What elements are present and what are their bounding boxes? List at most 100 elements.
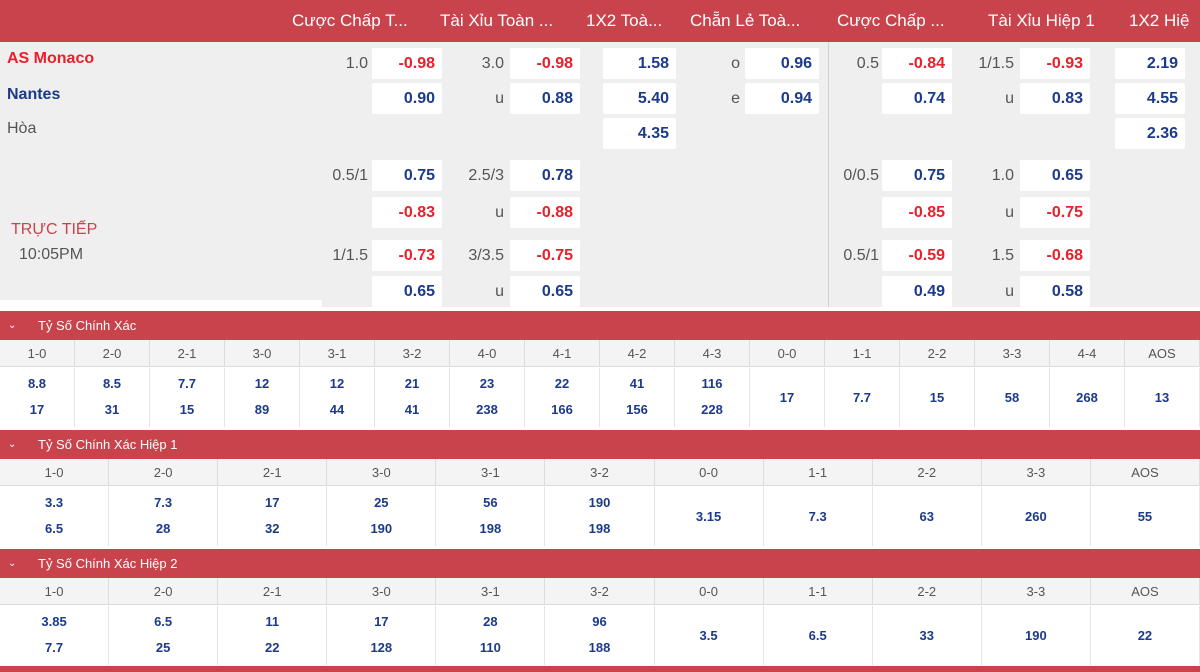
score-odds-value[interactable]: 110 bbox=[479, 640, 501, 655]
market-header-label[interactable]: Chẵn Lẻ Toà... bbox=[690, 11, 801, 30]
score-odds-value[interactable]: 28 bbox=[155, 521, 171, 536]
score-odds-value[interactable]: 156 bbox=[626, 402, 648, 417]
score-odds-value[interactable]: 238 bbox=[476, 402, 498, 417]
odds-cell[interactable]: -0.59 bbox=[882, 240, 952, 271]
market-header-label[interactable]: Tài Xỉu Toàn ... bbox=[440, 11, 554, 30]
section-header-correct-score[interactable]: ⌄ Tỷ Số Chính Xác bbox=[0, 311, 1200, 340]
away-team[interactable]: Nantes bbox=[7, 86, 61, 103]
score-odds-value[interactable]: 17 bbox=[779, 389, 795, 405]
score-odds-value[interactable]: 268 bbox=[1076, 389, 1098, 405]
odds-cell[interactable]: 5.40 bbox=[603, 83, 676, 114]
score-odds-value[interactable]: 58 bbox=[1004, 389, 1020, 405]
score-odds-value[interactable]: 116 bbox=[701, 376, 723, 391]
score-odds-value[interactable]: 33 bbox=[919, 627, 934, 643]
odds-cell[interactable]: -0.68 bbox=[1020, 240, 1090, 271]
score-odds-value[interactable]: 3.5 bbox=[699, 627, 718, 643]
score-odds-value[interactable]: 166 bbox=[551, 402, 573, 417]
odds-cell[interactable]: 0.49 bbox=[882, 276, 952, 307]
score-odds-value[interactable]: 28 bbox=[483, 614, 498, 629]
odds-cell[interactable]: 2.36 bbox=[1115, 118, 1185, 149]
score-odds-value[interactable]: 41 bbox=[629, 376, 645, 391]
score-odds-value[interactable]: 6.5 bbox=[154, 614, 173, 629]
score-odds-value[interactable]: 3.3 bbox=[45, 495, 64, 510]
score-odds-value[interactable]: 31 bbox=[104, 402, 120, 417]
score-odds-value[interactable]: 17 bbox=[374, 614, 389, 629]
score-odds-value[interactable]: 8.8 bbox=[27, 376, 47, 391]
score-odds-value[interactable]: 21 bbox=[404, 376, 420, 391]
home-team[interactable]: AS Monaco bbox=[7, 50, 95, 67]
odds-cell[interactable]: 0.65 bbox=[372, 276, 442, 307]
score-odds-value[interactable]: 198 bbox=[479, 521, 502, 536]
score-odds-value[interactable]: 25 bbox=[374, 495, 389, 510]
score-odds-value[interactable]: 15 bbox=[179, 402, 195, 417]
score-odds-value[interactable]: 3.85 bbox=[41, 614, 67, 629]
odds-cell[interactable]: 0.75 bbox=[882, 160, 952, 191]
odds-cell[interactable]: 4.35 bbox=[603, 118, 676, 149]
chevron-down-icon[interactable]: ⌄ bbox=[8, 320, 17, 331]
odds-cell[interactable]: 4.55 bbox=[1115, 83, 1185, 114]
odds-cell[interactable]: -0.98 bbox=[372, 48, 442, 79]
score-odds-value[interactable]: 17 bbox=[264, 495, 280, 510]
score-odds-value[interactable]: 228 bbox=[701, 402, 723, 417]
odds-cell[interactable]: -0.75 bbox=[1020, 197, 1090, 228]
score-odds-value[interactable]: 7.3 bbox=[154, 495, 173, 510]
odds-cell[interactable]: -0.93 bbox=[1020, 48, 1090, 79]
score-odds-value[interactable]: 63 bbox=[919, 508, 934, 524]
odds-cell[interactable]: 0.74 bbox=[882, 83, 952, 114]
market-header-label[interactable]: Cược Chấp T... bbox=[292, 11, 408, 30]
chevron-down-icon[interactable]: ⌄ bbox=[8, 558, 17, 569]
score-odds-value[interactable]: 12 bbox=[329, 376, 345, 391]
score-odds-value[interactable]: 89 bbox=[254, 402, 270, 417]
score-odds-value[interactable]: 32 bbox=[264, 521, 280, 536]
score-odds-value[interactable]: 44 bbox=[329, 402, 345, 417]
odds-cell[interactable]: 0.78 bbox=[510, 160, 580, 191]
odds-cell[interactable]: 0.65 bbox=[510, 276, 580, 307]
chevron-down-icon[interactable]: ⌄ bbox=[8, 439, 17, 450]
odds-cell[interactable]: -0.85 bbox=[882, 197, 952, 228]
odds-cell[interactable]: -0.84 bbox=[882, 48, 952, 79]
odds-cell[interactable]: -0.83 bbox=[372, 197, 442, 228]
odds-cell[interactable]: 0.90 bbox=[372, 83, 442, 114]
market-header-label[interactable]: 1X2 Hiệ bbox=[1129, 11, 1190, 30]
odds-cell[interactable]: 0.94 bbox=[745, 83, 819, 114]
market-header-label[interactable]: Tài Xỉu Hiệp 1 bbox=[988, 11, 1095, 30]
odds-cell[interactable]: -0.88 bbox=[510, 197, 580, 228]
score-odds-value[interactable]: 128 bbox=[370, 640, 393, 655]
score-odds-value[interactable]: 15 bbox=[929, 389, 945, 405]
score-odds-value[interactable]: 190 bbox=[370, 521, 393, 536]
odds-cell[interactable]: 0.88 bbox=[510, 83, 580, 114]
score-odds-value[interactable]: 96 bbox=[592, 614, 607, 629]
market-header-label[interactable]: 1X2 Toà... bbox=[586, 11, 663, 30]
odds-cell[interactable]: 2.19 bbox=[1115, 48, 1185, 79]
score-odds-value[interactable]: 8.5 bbox=[102, 376, 122, 391]
section-header-correct-score-h2[interactable]: ⌄ Tỷ Số Chính Xác Hiệp 2 bbox=[0, 549, 1200, 578]
score-odds-value[interactable]: 41 bbox=[404, 402, 420, 417]
score-odds-value[interactable]: 6.5 bbox=[45, 521, 64, 536]
score-odds-value[interactable]: 17 bbox=[29, 402, 45, 417]
score-odds-value[interactable]: 188 bbox=[588, 640, 611, 655]
score-odds-value[interactable]: 7.3 bbox=[808, 508, 827, 524]
odds-cell[interactable]: 0.96 bbox=[745, 48, 819, 79]
score-odds-value[interactable]: 3.15 bbox=[695, 508, 722, 524]
odds-cell[interactable]: 0.58 bbox=[1020, 276, 1090, 307]
score-odds-value[interactable]: 22 bbox=[1137, 627, 1153, 643]
score-odds-value[interactable]: 13 bbox=[1154, 389, 1170, 405]
odds-cell[interactable]: 0.75 bbox=[372, 160, 442, 191]
score-odds-value[interactable]: 22 bbox=[554, 376, 570, 391]
score-odds-value[interactable]: 11 bbox=[265, 614, 280, 629]
score-odds-value[interactable]: 7.7 bbox=[852, 389, 872, 405]
score-odds-value[interactable]: 190 bbox=[588, 495, 611, 510]
odds-cell[interactable]: 1.58 bbox=[603, 48, 676, 79]
odds-cell[interactable]: -0.73 bbox=[372, 240, 442, 271]
score-odds-value[interactable]: 198 bbox=[588, 521, 611, 536]
score-odds-value[interactable]: 23 bbox=[479, 376, 495, 391]
score-odds-value[interactable]: 22 bbox=[264, 640, 280, 655]
score-odds-value[interactable]: 56 bbox=[483, 495, 498, 510]
odds-cell[interactable]: -0.75 bbox=[510, 240, 580, 271]
odds-cell[interactable]: 0.83 bbox=[1020, 83, 1090, 114]
score-odds-value[interactable]: 25 bbox=[155, 640, 171, 655]
score-odds-value[interactable]: 12 bbox=[254, 376, 270, 391]
odds-cell[interactable]: 0.65 bbox=[1020, 160, 1090, 191]
score-odds-value[interactable]: 260 bbox=[1025, 508, 1047, 524]
score-odds-value[interactable]: 7.7 bbox=[45, 640, 64, 655]
